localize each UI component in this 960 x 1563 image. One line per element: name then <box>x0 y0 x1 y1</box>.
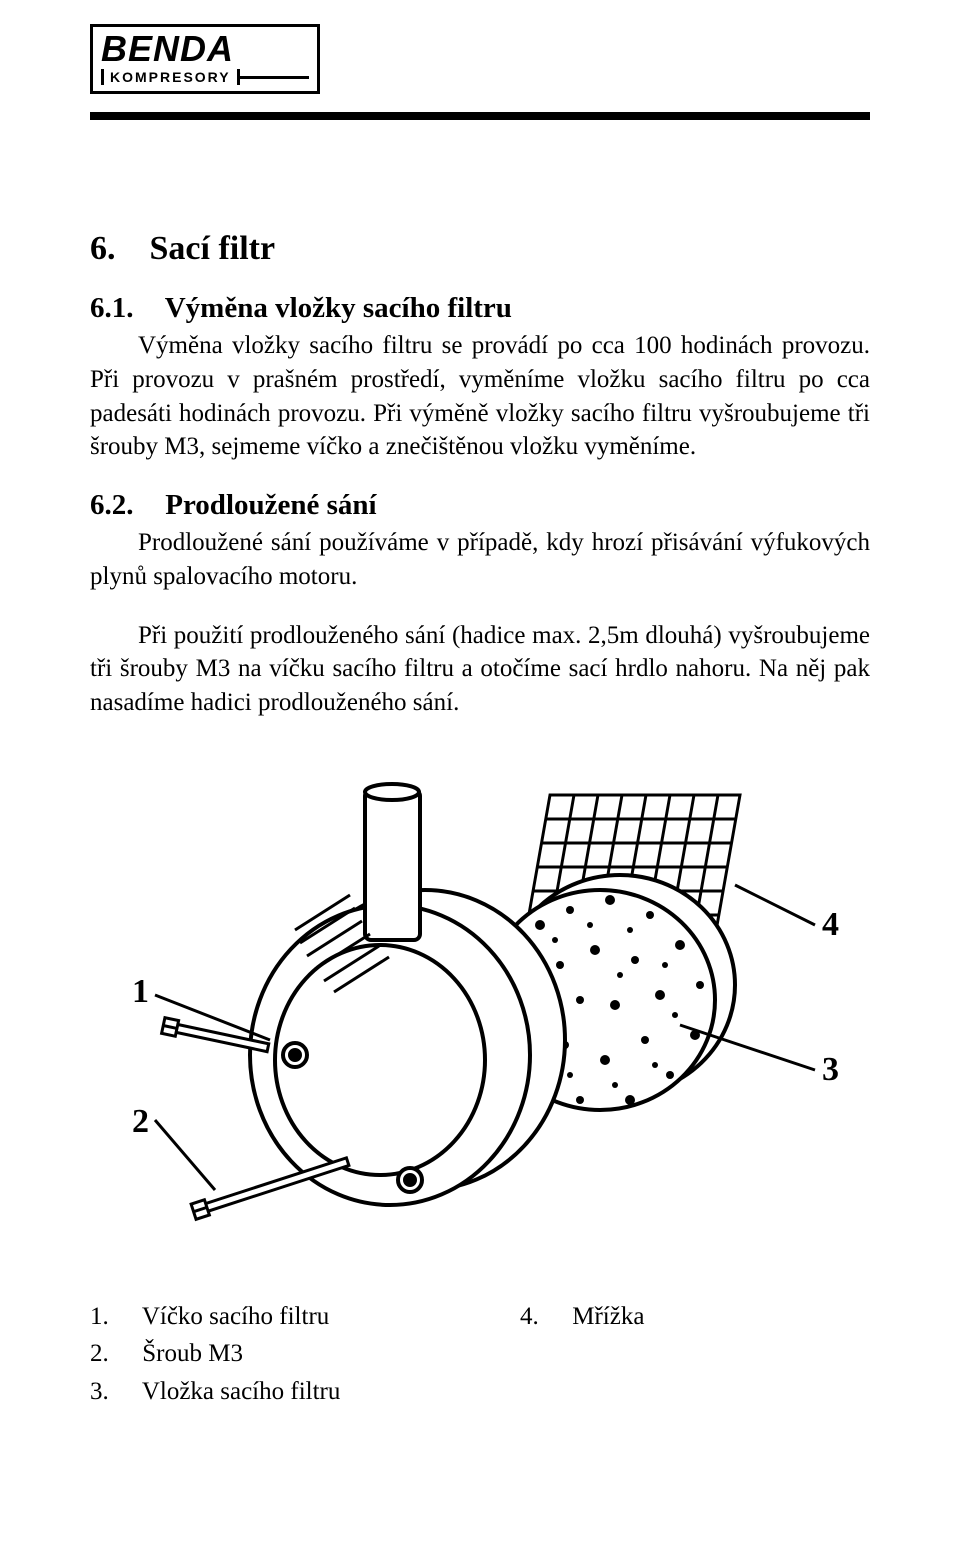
legend-4-text: Mřížka <box>572 1303 644 1330</box>
logo-block: BENDA KOMPRESORY <box>90 24 320 94</box>
legend-4-num: 4. <box>520 1298 566 1336</box>
figure-legend: 1. Víčko sacího filtru 2. Šroub M3 3. Vl… <box>90 1298 870 1411</box>
legend-3-text: Vložka sacího filtru <box>142 1378 341 1405</box>
fig-label-2: 2 <box>132 1103 149 1140</box>
sub2-title: Prodloužené sání <box>165 489 376 521</box>
logo-sub: KOMPRESORY <box>101 69 240 85</box>
filter-diagram: 1 2 3 4 <box>120 780 840 1250</box>
figure-wrap: 1 2 3 4 <box>90 780 870 1250</box>
fig-label-1: 1 <box>132 973 149 1010</box>
sub2-number: 6.2. <box>90 489 158 522</box>
document-page: BENDA KOMPRESORY 6. Sací filtr 6.1. Výmě… <box>0 0 960 1450</box>
header-rule <box>90 112 870 120</box>
section-heading: 6. Sací filtr <box>90 230 870 268</box>
subheading-6-2: 6.2. Prodloužené sání <box>90 489 870 522</box>
legend-item-3: 3. Vložka sacího filtru <box>90 1373 520 1411</box>
sub1-para: Výměna vložky sacího filtru se provádí p… <box>90 329 870 464</box>
legend-1-num: 1. <box>90 1298 136 1336</box>
sub2-para2: Při použití prodlouženého sání (hadice m… <box>90 619 870 720</box>
section-number: 6. <box>90 230 116 267</box>
legend-item-2: 2. Šroub M3 <box>90 1335 520 1373</box>
legend-2-text: Šroub M3 <box>142 1340 243 1367</box>
logo-sub-line <box>240 76 309 79</box>
sub2-para1: Prodloužené sání používáme v případě, kd… <box>90 526 870 594</box>
legend-item-1: 1. Víčko sacího filtru <box>90 1298 520 1336</box>
legend-1-text: Víčko sacího filtru <box>142 1303 329 1330</box>
legend-3-num: 3. <box>90 1373 136 1411</box>
section-title: Sací filtr <box>150 230 276 267</box>
subheading-6-1: 6.1. Výměna vložky sacího filtru <box>90 292 870 325</box>
legend-2-num: 2. <box>90 1335 136 1373</box>
logo-sub-row: KOMPRESORY <box>101 69 309 85</box>
sub1-number: 6.1. <box>90 292 158 325</box>
fig-label-4: 4 <box>822 906 839 943</box>
legend-item-4: 4. Mřížka <box>520 1298 644 1336</box>
logo-main: BENDA <box>101 31 309 67</box>
sub1-title: Výměna vložky sacího filtru <box>165 292 512 324</box>
fig-label-3: 3 <box>822 1051 839 1088</box>
